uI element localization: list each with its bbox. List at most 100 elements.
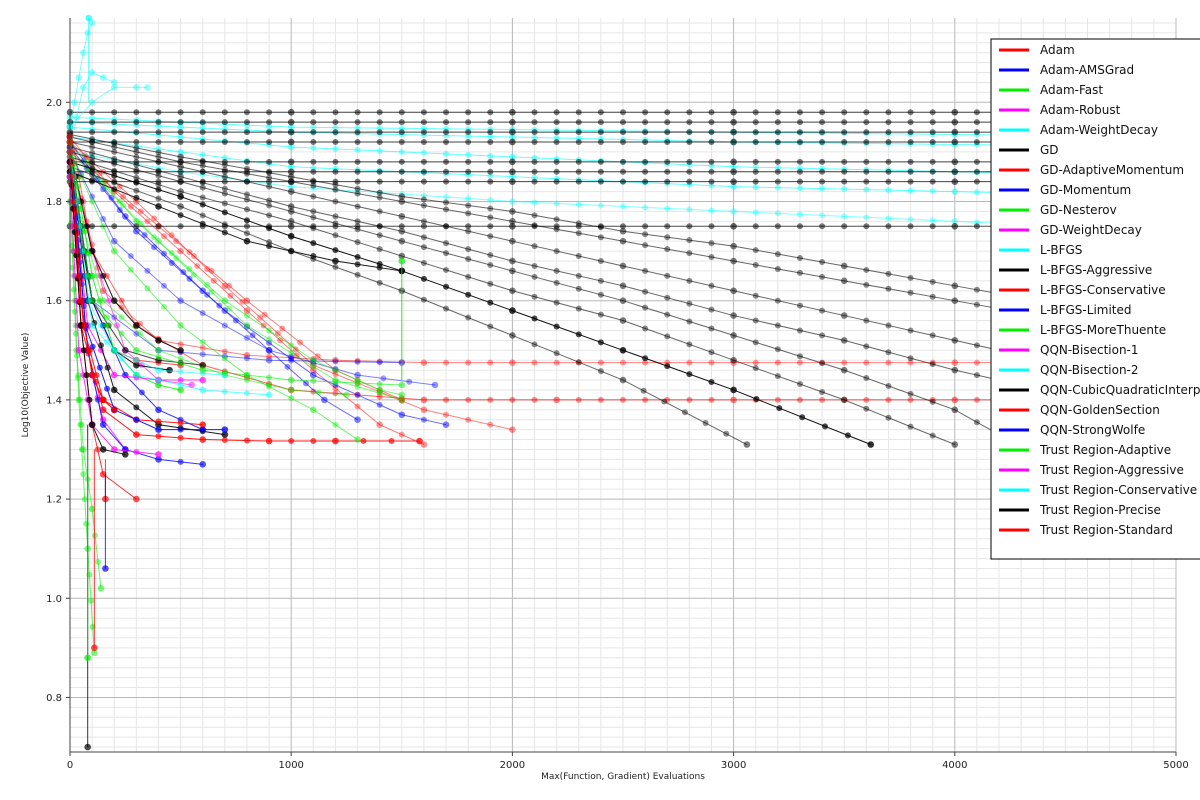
- series-point: [686, 223, 693, 230]
- series-point: [465, 314, 472, 321]
- series-point: [376, 279, 383, 286]
- series-point: [487, 214, 494, 221]
- series-point: [137, 208, 144, 215]
- series-point: [133, 322, 140, 329]
- series-point: [376, 178, 383, 185]
- series-point: [531, 243, 538, 250]
- series-point: [752, 247, 759, 254]
- series-point: [443, 199, 450, 206]
- series-point: [420, 158, 427, 165]
- series-point: [509, 237, 516, 245]
- series-point: [841, 119, 848, 126]
- series-point: [161, 233, 168, 240]
- series-point: [398, 213, 406, 220]
- series-point: [161, 282, 168, 289]
- series-point: [243, 119, 250, 126]
- series-point: [730, 287, 737, 295]
- series-point: [155, 153, 162, 160]
- series-point: [398, 168, 405, 175]
- series-point: [78, 205, 85, 212]
- series-point: [110, 237, 118, 245]
- series-point: [907, 138, 914, 145]
- series-point: [398, 158, 405, 165]
- series-point: [907, 289, 914, 296]
- series-point: [642, 204, 649, 211]
- series-point: [753, 396, 760, 403]
- series-point: [127, 266, 134, 273]
- series-point: [885, 322, 892, 329]
- series-point: [774, 129, 781, 136]
- series-point: [74, 248, 81, 255]
- series-point: [398, 391, 406, 399]
- series-group: [66, 168, 406, 275]
- series-point: [597, 359, 604, 366]
- series-point: [105, 297, 112, 304]
- series-point: [597, 291, 604, 298]
- legend-label: GD-WeightDecay: [1040, 223, 1142, 237]
- series-point: [774, 223, 781, 230]
- legend-label: Adam: [1040, 43, 1075, 57]
- series-point: [420, 109, 427, 116]
- series-point: [885, 109, 892, 116]
- series-point: [951, 222, 959, 230]
- series-point: [575, 305, 582, 312]
- series-point: [266, 169, 273, 176]
- series-point: [287, 173, 295, 181]
- series-point: [642, 178, 649, 185]
- series-point: [77, 421, 84, 428]
- series-point: [907, 355, 914, 362]
- series-point: [155, 356, 162, 364]
- series-point: [287, 178, 295, 185]
- series-line: [69, 151, 358, 440]
- series-point: [177, 133, 184, 141]
- series-point: [796, 359, 803, 366]
- series-point: [487, 133, 494, 140]
- series-point: [177, 193, 184, 200]
- series-point: [243, 178, 250, 185]
- series-point: [642, 223, 649, 230]
- series-point: [907, 223, 914, 230]
- series-point: [642, 288, 649, 295]
- series-point: [752, 129, 759, 136]
- series-point: [509, 359, 516, 366]
- series-point: [664, 294, 671, 301]
- series-point: [686, 178, 693, 185]
- series-point: [77, 297, 85, 304]
- series-point: [664, 396, 671, 403]
- series-point: [398, 119, 405, 126]
- series-point: [929, 168, 936, 175]
- y-tick-label: 1.8: [46, 197, 62, 208]
- series-point: [221, 185, 228, 192]
- series-point: [774, 346, 781, 353]
- series-point: [110, 79, 118, 86]
- series-point: [133, 187, 140, 194]
- series-point: [863, 109, 870, 116]
- series-point: [465, 396, 472, 403]
- series-point: [619, 237, 627, 245]
- series-point: [221, 200, 228, 207]
- series-point: [177, 368, 184, 375]
- series-point: [465, 210, 472, 217]
- series-point: [863, 281, 870, 288]
- series-point: [973, 178, 980, 185]
- legend-label: L-BFGS-MoreThuente: [1040, 323, 1166, 337]
- series-point: [664, 205, 671, 212]
- series-point: [907, 119, 914, 126]
- series-point: [841, 138, 848, 145]
- series-point: [420, 129, 427, 136]
- y-tick-label: 1.4: [46, 395, 62, 406]
- series-point: [840, 312, 848, 319]
- series-point: [863, 343, 870, 350]
- series-point: [664, 129, 671, 136]
- series-point: [332, 223, 339, 230]
- series-point: [597, 311, 604, 318]
- series-point: [155, 451, 162, 458]
- series-point: [78, 446, 85, 453]
- series-point: [619, 346, 627, 354]
- series-point: [111, 155, 118, 162]
- series-point: [376, 358, 383, 365]
- series-point: [118, 304, 125, 311]
- series-point: [388, 438, 395, 445]
- series-point: [973, 342, 980, 349]
- series-point: [190, 271, 197, 278]
